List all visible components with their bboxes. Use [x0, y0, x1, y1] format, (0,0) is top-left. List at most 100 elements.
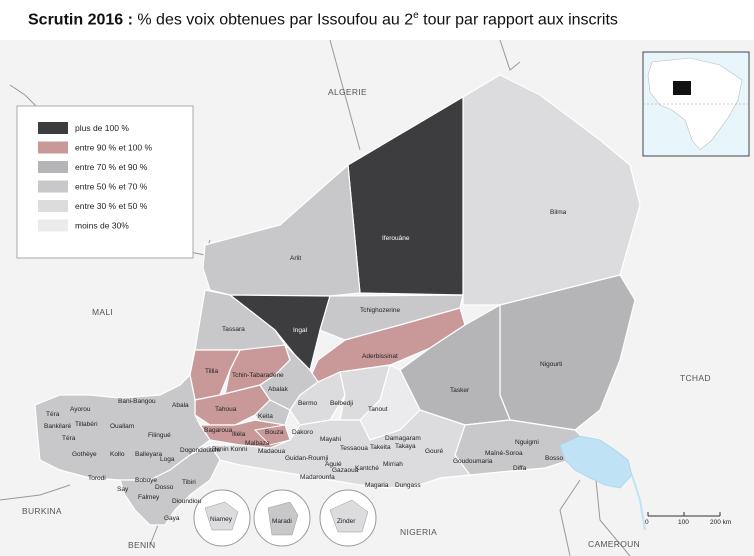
label-keita: Keita: [258, 413, 273, 420]
label-ouallam: Ouallam: [110, 423, 134, 430]
legend-swatch: [38, 219, 68, 232]
legend-swatch: [38, 141, 68, 154]
scale-bar: 0 100 200 km: [645, 512, 731, 526]
label-say: Say: [117, 486, 129, 493]
legend-label: entre 30 % et 50 %: [75, 201, 148, 211]
country-cameroun: CAMEROUN: [588, 539, 640, 549]
label-tanout: Tanout: [368, 406, 388, 413]
country-mali: MALI: [92, 307, 113, 317]
country-nigeria: NIGERIA: [400, 527, 437, 537]
region-tillaberi-zone[interactable]: [34, 373, 211, 481]
country-burkina: BURKINA: [22, 506, 62, 516]
legend-label: entre 70 % et 90 %: [75, 162, 148, 172]
region-bouza[interactable]: [253, 424, 291, 446]
label-bagaroua: Bagaroua: [204, 427, 233, 434]
legend-swatch: [38, 122, 68, 134]
label-filingue: Filingué: [148, 432, 171, 439]
label-mayahi: Mayahi: [320, 436, 341, 443]
country-labels: ALGERIE MALI TCHAD BURKINA NIGERIA BENIN…: [22, 87, 711, 550]
label-ayorou: Ayorou: [70, 406, 91, 413]
country-benin: BENIN: [128, 540, 155, 550]
scale-end: 200 km: [710, 519, 731, 526]
title-sup: e: [413, 10, 419, 21]
map-title: Scrutin 2016 : % des voix obtenues par I…: [28, 10, 618, 29]
legend-label: moins de 30%: [75, 221, 129, 231]
inset-niamey-label: Niamey: [210, 516, 233, 523]
label-maine: Maïné-Soroa: [485, 450, 523, 457]
label-madarounfa: Madarounfa: [300, 474, 335, 481]
title-bold: Scrutin 2016 :: [28, 11, 133, 29]
label-aderbissinat: Aderbissinat: [362, 353, 398, 360]
legend: plus de 100 % entre 90 % et 100 % entre 70…: [16, 105, 194, 259]
label-tahoua: Tahoua: [215, 406, 237, 413]
label-dosso: Dosso: [155, 484, 174, 491]
label-abala: Abala: [172, 402, 189, 409]
country-algeria: ALGERIE: [328, 87, 367, 97]
regions: [34, 74, 641, 526]
label-boboye: Boboye: [135, 477, 157, 484]
label-dakoro: Dakoro: [292, 429, 313, 436]
label-dioundiou: Dioundiou: [172, 498, 202, 505]
label-belbedji: Belbedji: [330, 400, 353, 407]
label-magaria: Magaria: [365, 482, 389, 489]
inset-zinder-shape: [329, 499, 369, 533]
label-gazaoua: Gazaoua: [332, 467, 359, 474]
label-falmey: Falmey: [138, 494, 160, 501]
inset-maradi-shape: [267, 501, 299, 536]
label-dogondoutchi: Dogondoutchi: [180, 447, 220, 454]
label-bankilare: Bankilaré: [44, 423, 71, 430]
label-tchighozerine: Tchighozerine: [360, 307, 400, 314]
label-goure: Gouré: [425, 448, 443, 455]
label-damagaram: Damagaram: [385, 435, 421, 442]
legend-label: entre 90 % et 100 %: [75, 143, 152, 153]
label-ngui: Nguigmi: [515, 439, 539, 446]
label-tillia: Tillia: [205, 368, 219, 375]
label-goudoumaria: Goudoumaria: [453, 458, 493, 465]
label-gothheye: Gothèye: [72, 451, 97, 458]
region-bilma[interactable]: [462, 74, 641, 306]
legend-swatch: [38, 161, 68, 173]
legend-swatch: [38, 180, 68, 193]
label-aguie: Aguié: [325, 461, 342, 468]
scale-zero: 0: [645, 519, 649, 526]
legend-label: plus de 100 %: [75, 123, 129, 133]
label-iferouane: Iferouâne: [382, 235, 410, 242]
label-malbaza: Malbaza: [245, 440, 270, 447]
label-bosso: Bosso: [545, 455, 563, 462]
inset-circles: [193, 489, 377, 547]
inset-maradi-label: Maradi: [272, 518, 292, 525]
label-diffa: Diffa: [513, 465, 527, 472]
label-kollo: Kollo: [110, 451, 125, 458]
label-illela: Illéla: [232, 431, 246, 438]
inset-zinder-label: Zinder: [337, 518, 356, 525]
label-bani: Bani-Bangou: [118, 398, 156, 405]
label-tchin: Tchin-Tabaradene: [232, 372, 284, 379]
label-guidan: Guidan-Roumji: [285, 455, 328, 462]
label-ngourti: Nigourti: [540, 361, 562, 368]
label-bermo: Bermo: [298, 400, 318, 407]
river: [631, 474, 646, 531]
label-tasker: Tasker: [450, 387, 470, 394]
label-takeita: Takeita: [370, 444, 391, 451]
label-bouza: Bouza: [265, 429, 284, 436]
title-text: % des voix obtenues par Issoufou au 2: [132, 11, 414, 29]
label-tera2: Téra: [62, 435, 76, 442]
label-dungass: Dungass: [395, 482, 421, 489]
label-kantche: Kantché: [355, 465, 379, 472]
region-dosso-zone[interactable]: [119, 444, 221, 526]
region-diffa-zone[interactable]: [454, 419, 591, 476]
scale-mid: 100: [678, 519, 689, 526]
label-gaya: Gaya: [164, 515, 180, 522]
label-tessaoua: Tessaoua: [340, 445, 368, 452]
label-takaya: Takaya: [395, 443, 416, 450]
label-ingal: Ingal: [293, 327, 308, 334]
label-tassara: Tassara: [222, 326, 245, 333]
lake-chad: [559, 435, 633, 489]
country-tchad: TCHAD: [680, 373, 711, 383]
label-torodi: Torodi: [88, 475, 106, 482]
inset-niamey-shape: [204, 501, 239, 531]
label-tillaberi: Tillabéri: [75, 421, 98, 428]
label-loga: Loga: [160, 456, 175, 463]
africa-niger-marker: [673, 81, 691, 95]
